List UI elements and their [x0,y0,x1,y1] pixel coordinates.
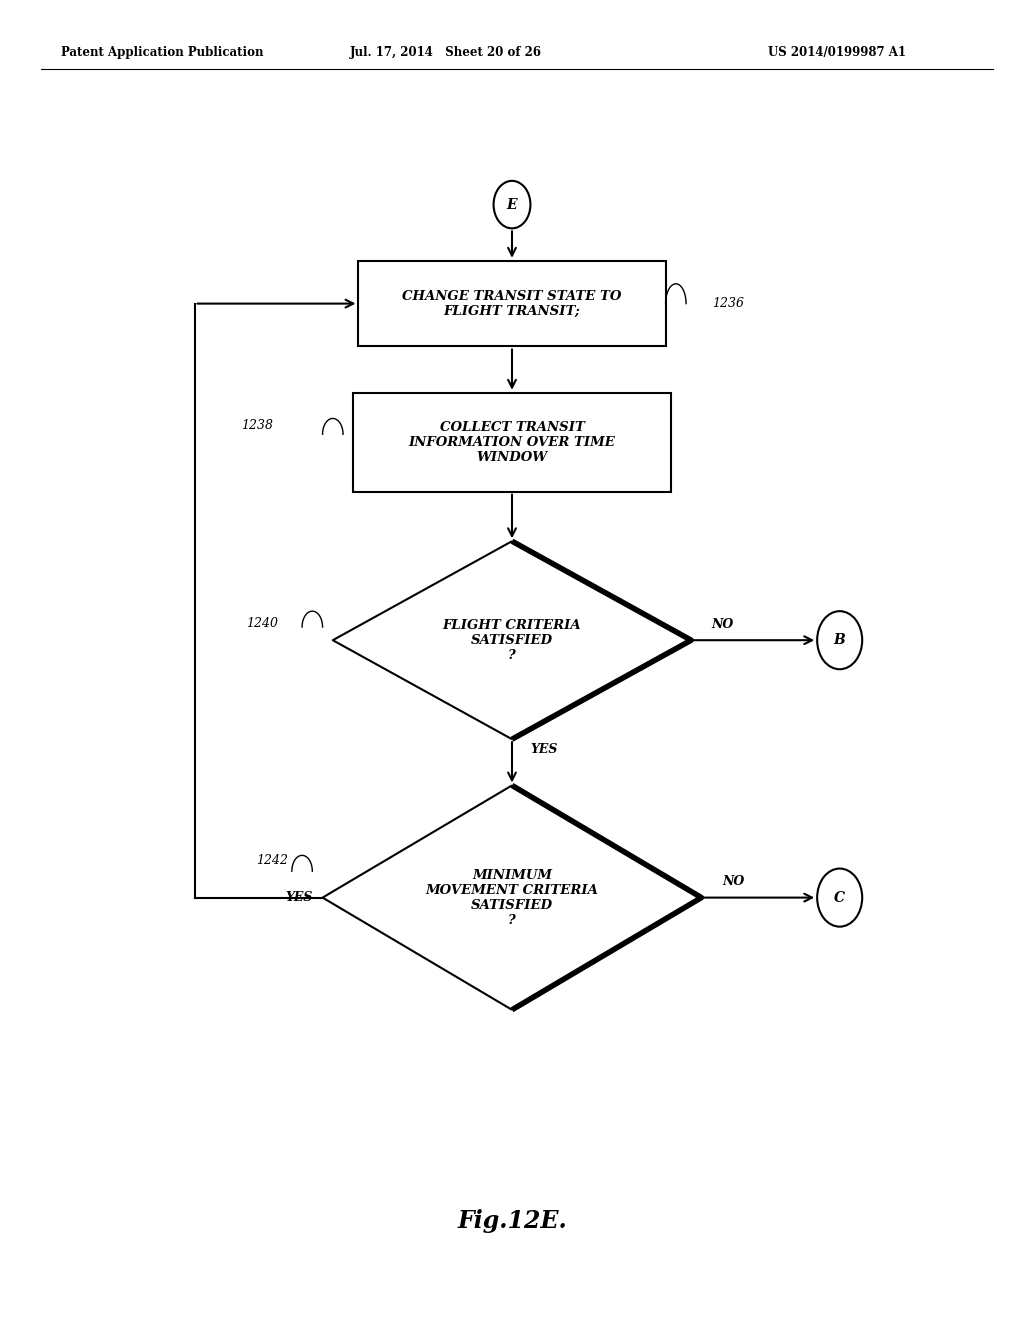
Text: YES: YES [285,891,312,904]
Text: NO: NO [722,875,744,888]
Text: NO: NO [712,618,734,631]
Text: 1240: 1240 [246,616,278,630]
Text: COLLECT TRANSIT
INFORMATION OVER TIME
WINDOW: COLLECT TRANSIT INFORMATION OVER TIME WI… [409,421,615,463]
Bar [358,261,666,346]
Text: CHANGE TRANSIT STATE TO
FLIGHT TRANSIT;: CHANGE TRANSIT STATE TO FLIGHT TRANSIT; [402,289,622,318]
Text: Patent Application Publication: Patent Application Publication [61,46,264,59]
Text: E: E [507,198,517,211]
Text: Fig.12E.: Fig.12E. [457,1209,567,1233]
Text: Jul. 17, 2014   Sheet 20 of 26: Jul. 17, 2014 Sheet 20 of 26 [349,46,542,59]
Text: 1238: 1238 [241,418,272,432]
Text: MINIMUM
MOVEMENT CRITERIA
SATISFIED
?: MINIMUM MOVEMENT CRITERIA SATISFIED ? [426,869,598,927]
Text: C: C [835,891,845,904]
Text: 1236: 1236 [712,297,743,310]
Text: YES: YES [530,743,558,755]
Text: FLIGHT CRITERIA
SATISFIED
?: FLIGHT CRITERIA SATISFIED ? [442,619,582,661]
Text: B: B [834,634,846,647]
Text: US 2014/0199987 A1: US 2014/0199987 A1 [768,46,906,59]
Text: 1242: 1242 [256,854,288,867]
Bar [353,393,671,491]
